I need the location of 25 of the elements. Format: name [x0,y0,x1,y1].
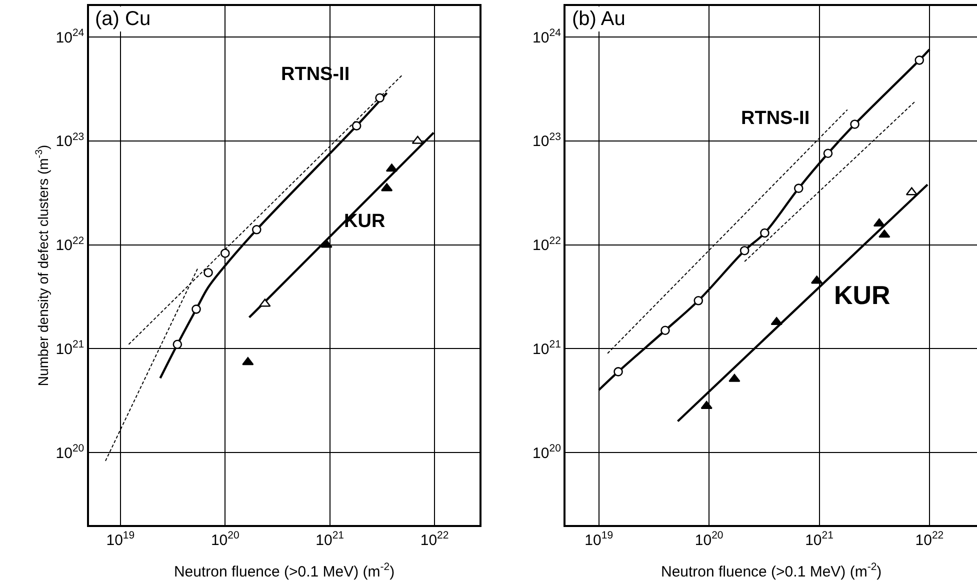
x-tick-label: 10$^{20}$ [694,530,724,549]
y-tick-label: 10$^{22}$ [532,234,562,254]
y-tick-label: 10$^{22}$ [56,234,84,254]
x-tick-label: 10$^{22}$ [420,530,449,549]
y-tick-label: 10$^{24}$ [56,27,84,46]
chart-title: (a) Cu [95,8,151,30]
x-tick-label: 10$^{19}$ [106,530,135,549]
annotation: RTNS-II [741,108,810,129]
y-tick-label: 10$^{23}$ [532,130,562,150]
y-tick-label: 10$^{20}$ [532,442,562,462]
x-tick-label: 10$^{20}$ [210,530,240,549]
x-tick-label: 10$^{21}$ [805,530,834,549]
annotation: KUR [834,280,891,310]
chart-title: (b) Au [572,8,626,30]
y-tick-label: 10$^{24}$ [532,27,562,46]
x-tick-label: 10$^{21}$ [316,530,344,549]
x-tick-label: 10$^{22}$ [915,530,944,549]
y-tick-label: 10$^{21}$ [56,338,84,358]
y-tick-label: 10$^{20}$ [56,442,84,462]
annotation: KUR [344,211,386,232]
y-tick-label: 10$^{23}$ [56,130,84,150]
x-axis-title: Neutron fluence (>0.1 MeV) (m$^{-2}$) [174,561,395,580]
y-tick-label: 10$^{21}$ [532,338,562,358]
x-tick-label: 10$^{19}$ [584,530,614,549]
x-axis-title: Neutron fluence (>0.1 MeV) (m$^{-2}$) [661,561,882,580]
